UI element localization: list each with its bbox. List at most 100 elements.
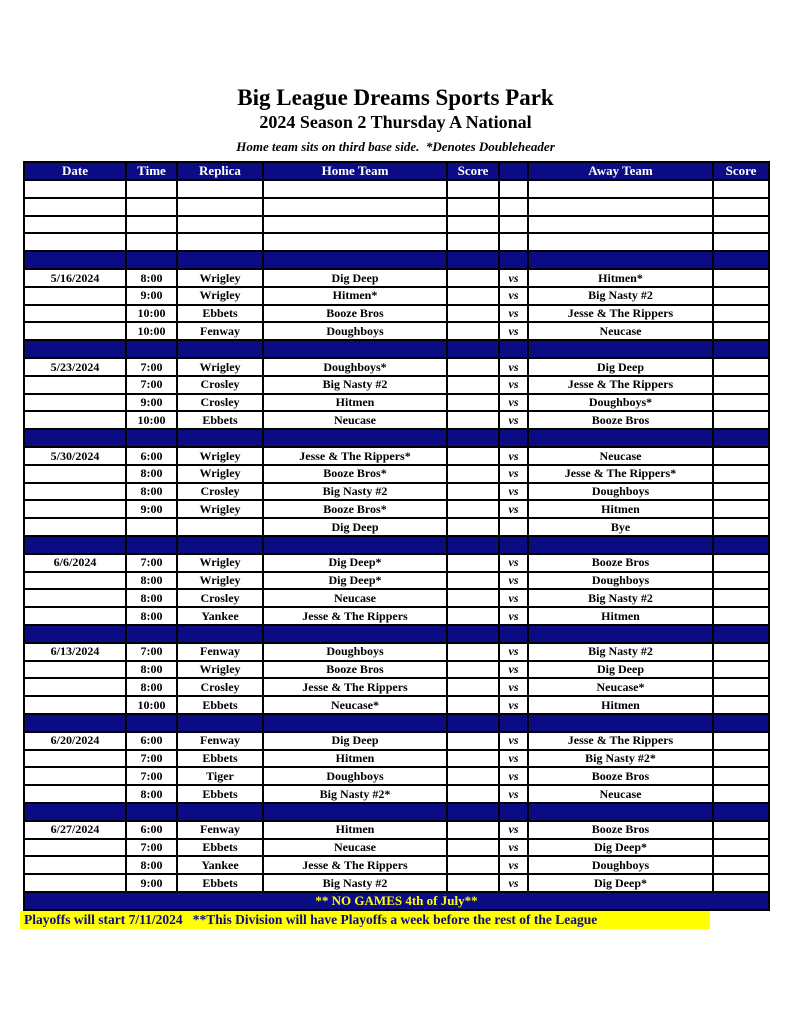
game-row: 8:00 Crosley Neucase vs Big Nasty #2 bbox=[23, 588, 770, 609]
replica-cell bbox=[176, 712, 264, 733]
replica-cell bbox=[176, 214, 264, 235]
date-cell bbox=[23, 623, 127, 644]
home-team-cell: Hitmen bbox=[262, 748, 448, 769]
time-cell: 10:00 bbox=[125, 303, 178, 324]
time-cell: 8:00 bbox=[125, 481, 178, 502]
vs-cell: vs bbox=[498, 784, 529, 804]
vs-cell: vs bbox=[498, 552, 529, 573]
away-score-cell bbox=[712, 819, 770, 840]
away-score-cell bbox=[712, 196, 770, 217]
home-score-cell bbox=[446, 784, 500, 804]
home-score-cell bbox=[446, 410, 500, 431]
away-team-cell: Dig Deep* bbox=[527, 837, 714, 858]
replica-cell: Fenway bbox=[176, 730, 264, 751]
home-score-cell bbox=[446, 250, 500, 271]
away-team-cell: Neucase bbox=[527, 445, 714, 466]
replica-cell: Tiger bbox=[176, 766, 264, 787]
separator-row bbox=[23, 712, 770, 733]
away-team-cell: Hitmen* bbox=[527, 268, 714, 288]
away-score-cell bbox=[712, 837, 770, 858]
replica-cell bbox=[176, 339, 264, 359]
away-team-cell: Jesse & The Rippers bbox=[527, 303, 714, 324]
date-cell bbox=[23, 481, 127, 502]
date-cell bbox=[23, 179, 127, 199]
vs-cell: vs bbox=[498, 392, 529, 413]
home-team-cell bbox=[262, 801, 448, 822]
away-team-cell bbox=[527, 801, 714, 822]
date-cell bbox=[23, 677, 127, 698]
home-team-cell: Booze Bros* bbox=[262, 463, 448, 484]
home-team-cell: Jesse & The Rippers bbox=[262, 606, 448, 626]
home-score-cell bbox=[446, 339, 500, 359]
away-score-cell bbox=[712, 730, 770, 751]
date-cell bbox=[23, 428, 127, 448]
vs-cell: vs bbox=[498, 374, 529, 395]
away-team-cell: Doughboys* bbox=[527, 392, 714, 413]
vs-cell: vs bbox=[498, 303, 529, 324]
game-row: 5/16/2024 8:00 Wrigley Dig Deep vs Hitmen* bbox=[23, 268, 770, 288]
date-cell: 5/16/2024 bbox=[23, 268, 127, 288]
time-cell: 8:00 bbox=[125, 677, 178, 698]
home-team-cell: Hitmen bbox=[262, 392, 448, 413]
away-score-cell bbox=[712, 623, 770, 644]
home-team-cell: Jesse & The Rippers* bbox=[262, 445, 448, 466]
game-row: 8:00 Yankee Jesse & The Rippers vs Doughboys bbox=[23, 855, 770, 876]
game-row: 8:00 Wrigley Booze Bros vs Dig Deep bbox=[23, 659, 770, 680]
vs-cell: vs bbox=[498, 463, 529, 484]
home-team-cell: Neucase* bbox=[262, 695, 448, 715]
away-team-cell: Big Nasty #2 bbox=[527, 285, 714, 306]
replica-cell: Ebbets bbox=[176, 837, 264, 858]
vs-cell bbox=[498, 534, 529, 555]
date-cell bbox=[23, 873, 127, 893]
date-cell bbox=[23, 784, 127, 804]
replica-cell: Crosley bbox=[176, 677, 264, 698]
home-team-cell: Neucase bbox=[262, 837, 448, 858]
time-cell bbox=[125, 428, 178, 448]
away-score-cell bbox=[712, 588, 770, 609]
away-score-cell bbox=[712, 695, 770, 715]
home-score-cell bbox=[446, 357, 500, 377]
away-score-cell bbox=[712, 285, 770, 306]
game-row: 6/6/2024 7:00 Wrigley Dig Deep* vs Booze Bros bbox=[23, 552, 770, 573]
date-cell bbox=[23, 659, 127, 680]
date-cell: 5/23/2024 bbox=[23, 357, 127, 377]
date-cell bbox=[23, 588, 127, 609]
date-cell: 6/6/2024 bbox=[23, 552, 127, 573]
replica-cell: Yankee bbox=[176, 606, 264, 626]
time-cell: 7:00 bbox=[125, 552, 178, 573]
date-cell bbox=[23, 570, 127, 591]
away-score-cell bbox=[712, 570, 770, 591]
replica-cell: Ebbets bbox=[176, 784, 264, 804]
replica-cell: Wrigley bbox=[176, 285, 264, 306]
game-row: 8:00 Ebbets Big Nasty #2* vs Neucase bbox=[23, 784, 770, 804]
home-score-cell bbox=[446, 623, 500, 644]
no-games-banner-row: ** NO GAMES 4th of July** bbox=[23, 890, 770, 911]
away-score-cell bbox=[712, 873, 770, 893]
away-score-cell bbox=[712, 268, 770, 288]
vs-cell: vs bbox=[498, 873, 529, 893]
away-team-cell bbox=[527, 179, 714, 199]
away-score-cell bbox=[712, 303, 770, 324]
vs-cell: vs bbox=[498, 481, 529, 502]
replica-cell bbox=[176, 517, 264, 537]
home-score-cell bbox=[446, 179, 500, 199]
page-subtitle: 2024 Season 2 Thursday A National bbox=[259, 112, 532, 133]
date-cell bbox=[23, 196, 127, 217]
header-vs bbox=[498, 161, 529, 182]
home-score-cell bbox=[446, 730, 500, 751]
date-cell bbox=[23, 321, 127, 342]
away-team-cell bbox=[527, 712, 714, 733]
game-row: 7:00 Tiger Doughboys vs Booze Bros bbox=[23, 766, 770, 787]
game-row: Dig Deep Bye bbox=[23, 517, 770, 537]
vs-cell bbox=[498, 428, 529, 448]
home-team-cell: Dig Deep bbox=[262, 730, 448, 751]
home-team-cell: Jesse & The Rippers bbox=[262, 677, 448, 698]
replica-cell: Wrigley bbox=[176, 552, 264, 573]
away-team-cell: Bye bbox=[527, 517, 714, 537]
time-cell: 10:00 bbox=[125, 321, 178, 342]
time-cell bbox=[125, 623, 178, 644]
home-team-cell bbox=[262, 250, 448, 271]
date-cell bbox=[23, 232, 127, 253]
home-score-cell bbox=[446, 873, 500, 893]
separator-row bbox=[23, 534, 770, 555]
